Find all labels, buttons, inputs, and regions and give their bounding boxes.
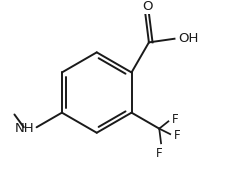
Text: F: F [171,113,178,126]
Text: NH: NH [15,122,35,135]
Text: F: F [173,129,180,142]
Text: F: F [155,147,162,160]
Text: OH: OH [177,32,198,45]
Text: O: O [141,0,152,13]
